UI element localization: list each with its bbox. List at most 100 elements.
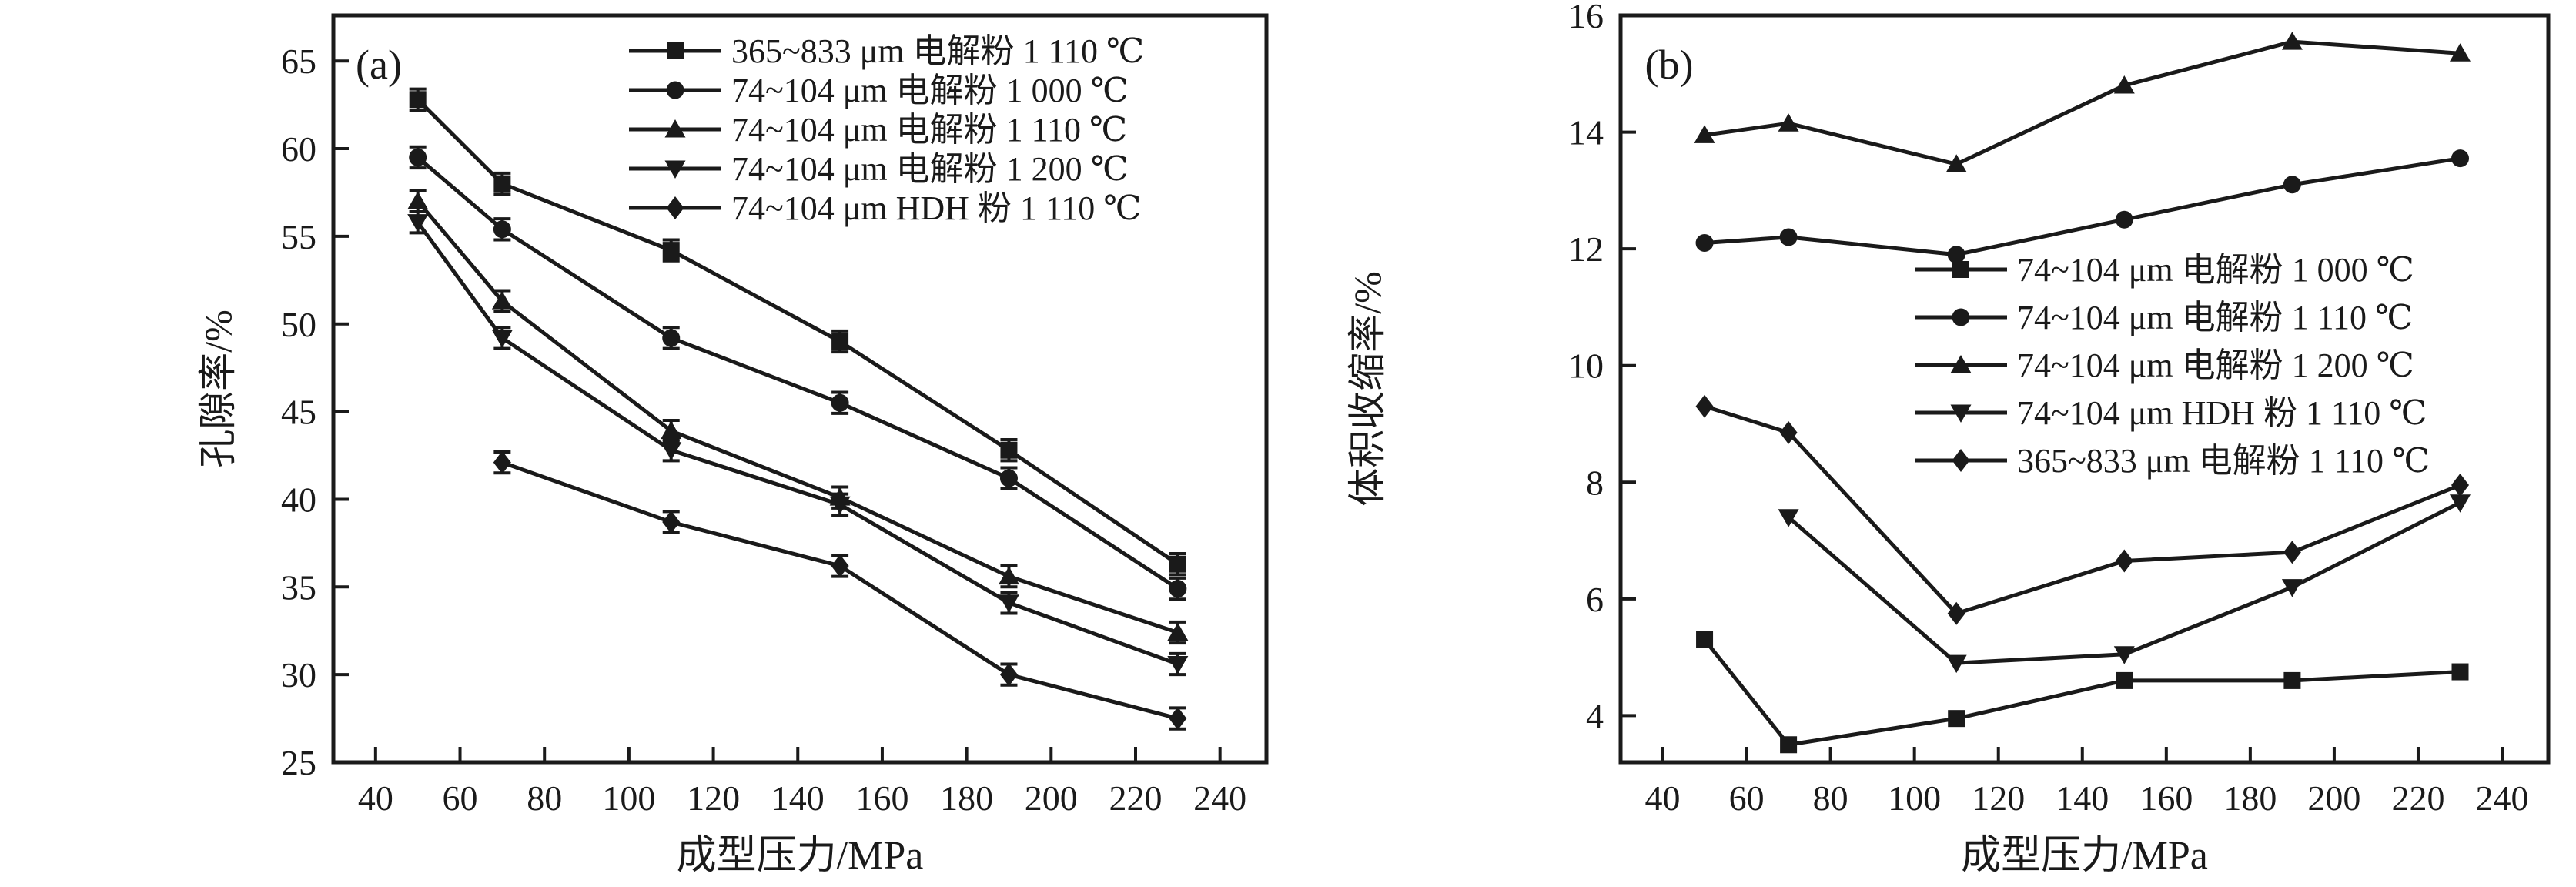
y-tick-label: 30 [281, 655, 316, 695]
circle-marker [2115, 210, 2133, 229]
series-line [416, 221, 1179, 666]
chart-panel-a: 40 60 80 100 120 140 160 180 200 220 240 25 30 35 40 45… [196, 13, 1269, 878]
diamond-marker [1695, 394, 1714, 418]
diamond-marker [662, 510, 681, 534]
data-point-marker [409, 148, 427, 166]
x-tick-label: 40 [1645, 778, 1681, 818]
square-marker [409, 91, 427, 109]
x-tick-label: 220 [2391, 778, 2444, 818]
x-tick-label: 100 [602, 778, 655, 818]
series-line [1704, 39, 2461, 166]
data-point-marker [493, 450, 511, 474]
triangle-up-marker [1945, 154, 1967, 172]
square-marker [2283, 671, 2301, 689]
square-marker [1780, 736, 1798, 754]
legend-label: 74~104 μm 电解粉 1 000 ℃ [2017, 251, 2414, 289]
x-tick-label: 180 [2223, 778, 2277, 818]
legend-entry: 74~104 μm HDH 粉 1 110 ℃ [1915, 394, 2427, 432]
x-tick-label: 240 [2476, 778, 2529, 818]
data-point-marker [2449, 494, 2471, 513]
circle-marker [662, 329, 681, 347]
data-point-marker [1779, 420, 1798, 444]
square-marker [1696, 631, 1714, 648]
y-tick-label: 8 [1586, 463, 1604, 502]
x-tick-label: 100 [1888, 778, 1941, 818]
circle-marker [493, 220, 511, 239]
square-marker [831, 333, 849, 350]
x-axis-title: 成型压力/MPa [677, 834, 924, 878]
y-tick-label: 10 [1568, 346, 1604, 386]
triangle-up-marker [1694, 125, 1715, 143]
data-point-marker [1695, 234, 1714, 253]
data-point-marker [1948, 710, 1965, 728]
circle-marker [1779, 228, 1798, 246]
circle-marker [999, 469, 1018, 487]
data-point-marker [998, 594, 1019, 613]
data-point-marker [1947, 601, 1965, 625]
triangle-down-marker [998, 594, 1019, 613]
y-tick-label: 55 [281, 217, 316, 256]
legend-marker [1952, 449, 1970, 472]
circle-marker [831, 393, 849, 412]
triangle-up-marker [998, 566, 1019, 585]
data-point-marker [2451, 474, 2469, 497]
x-tick-label: 80 [1813, 778, 1848, 818]
y-tick-label: 60 [281, 129, 316, 169]
diamond-marker [1779, 420, 1798, 444]
data-point-marker [2283, 176, 2301, 194]
data-point-marker [1779, 228, 1798, 246]
triangle-down-marker [2113, 646, 2135, 664]
data-point-marker [1696, 631, 1714, 648]
series-triangle-up [407, 189, 1189, 645]
legend-marker [664, 119, 686, 138]
data-point-marker [1169, 707, 1187, 731]
triangle-up-marker [2449, 43, 2471, 62]
triangle-up-marker [664, 119, 686, 138]
x-axis-title: 成型压力/MPa [1961, 834, 2208, 878]
series-diamond [493, 450, 1187, 731]
y-tick-label: 14 [1568, 113, 1604, 152]
triangle-down-marker [664, 160, 686, 179]
x-tick-label: 140 [771, 778, 825, 818]
y-tick-label: 40 [281, 480, 316, 519]
legend-label: 74~104 μm 电解粉 1 110 ℃ [731, 111, 1127, 149]
legend-marker [664, 160, 686, 179]
legend-entry: 365~833 μm 电解粉 1 110 ℃ [629, 32, 1144, 70]
data-point-marker [1778, 509, 1799, 527]
legend-label: 74~104 μm 电解粉 1 200 ℃ [731, 150, 1129, 188]
circle-marker [2283, 176, 2301, 194]
data-point-marker [2281, 579, 2303, 597]
data-point-marker [662, 329, 681, 347]
data-point-marker [1169, 580, 1187, 598]
x-tick-label: 120 [1972, 778, 2025, 818]
y-tick-label: 65 [281, 42, 316, 81]
diamond-marker [1952, 449, 1970, 472]
data-point-marker [1780, 736, 1798, 754]
triangle-up-marker [661, 420, 682, 440]
x-tick-label: 200 [2307, 778, 2360, 818]
x-tick-label: 120 [687, 778, 740, 818]
triangle-up-marker [407, 191, 429, 209]
square-marker [2116, 671, 2133, 689]
data-point-marker [999, 663, 1018, 687]
diamond-marker [831, 554, 849, 577]
y-tick-label: 35 [281, 567, 316, 607]
circle-marker [1947, 246, 1965, 264]
data-point-marker [2283, 541, 2301, 564]
legend-entry: 365~833 μm 电解粉 1 110 ℃ [1915, 442, 2430, 480]
data-point-marker [493, 220, 511, 239]
diamond-marker [2115, 549, 2133, 573]
data-point-marker [491, 330, 513, 348]
y-axis-title: 孔隙率/% [196, 310, 239, 468]
triangle-down-marker [1778, 509, 1799, 527]
series-line [417, 156, 1179, 591]
diamond-marker [666, 196, 684, 219]
data-point-marker [2451, 663, 2469, 681]
series-line [1704, 404, 2461, 616]
series-circle [1695, 149, 2469, 264]
legend-marker [1950, 404, 1972, 423]
data-point-marker [2449, 43, 2471, 62]
square-marker [493, 175, 511, 192]
